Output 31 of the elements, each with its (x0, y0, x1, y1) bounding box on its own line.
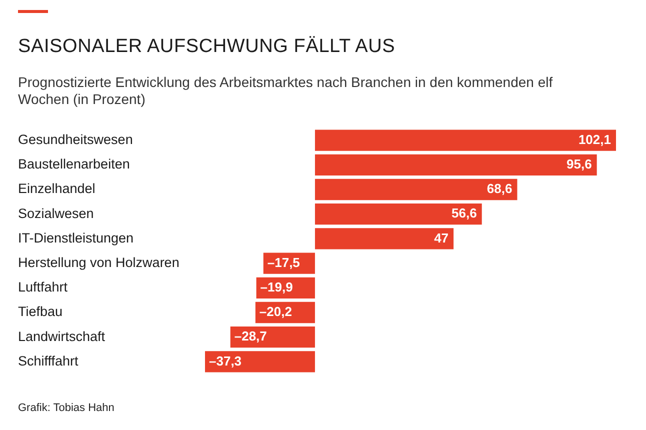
bar (314, 204, 482, 225)
y-tick-label: Einzelhandel (18, 181, 96, 196)
data-label: 95,6 (566, 156, 592, 172)
data-label: 102,1 (578, 132, 611, 147)
y-tick-label: Gesundheitswesen (18, 132, 133, 148)
y-tick-label: IT-Dienstleistungen (18, 230, 134, 246)
y-tick-label: Luftfahrt (18, 280, 68, 295)
data-label: 47 (434, 230, 449, 246)
data-label: 56,6 (452, 206, 477, 221)
data-label: –19,9 (260, 279, 293, 294)
bar (314, 130, 616, 151)
bar (230, 326, 315, 348)
y-tick-label: Tiefbau (18, 304, 63, 320)
y-tick-label: Sozialwesen (18, 206, 94, 221)
y-tick-label: Herstellung von Holzwaren (18, 255, 180, 270)
y-tick-label: Landwirtschaft (18, 328, 106, 344)
chart-title: SAISONALER AUFSCHWUNG FÄLLT AUS (18, 36, 396, 58)
bar (314, 228, 454, 250)
data-label: –20,2 (259, 304, 292, 320)
data-label: –17,5 (267, 254, 300, 270)
text: Grafik: Tobias Hahn (18, 402, 114, 414)
bar (263, 252, 315, 274)
bar (205, 351, 315, 372)
bar (314, 154, 597, 176)
data-label: –28,7 (234, 328, 267, 344)
data-label: –37,3 (209, 353, 242, 368)
y-tick-label: Baustellenarbeiten (18, 156, 130, 172)
bar (314, 178, 518, 200)
y-tick-label: Schifffahrt (18, 353, 79, 368)
data-label: 68,6 (486, 181, 512, 196)
chart-subtitle: Prognostizierte Entwicklung des Arbeitsmarktes nach Branchen in den kommenden elf Wochen (in Prozent) (18, 74, 554, 108)
